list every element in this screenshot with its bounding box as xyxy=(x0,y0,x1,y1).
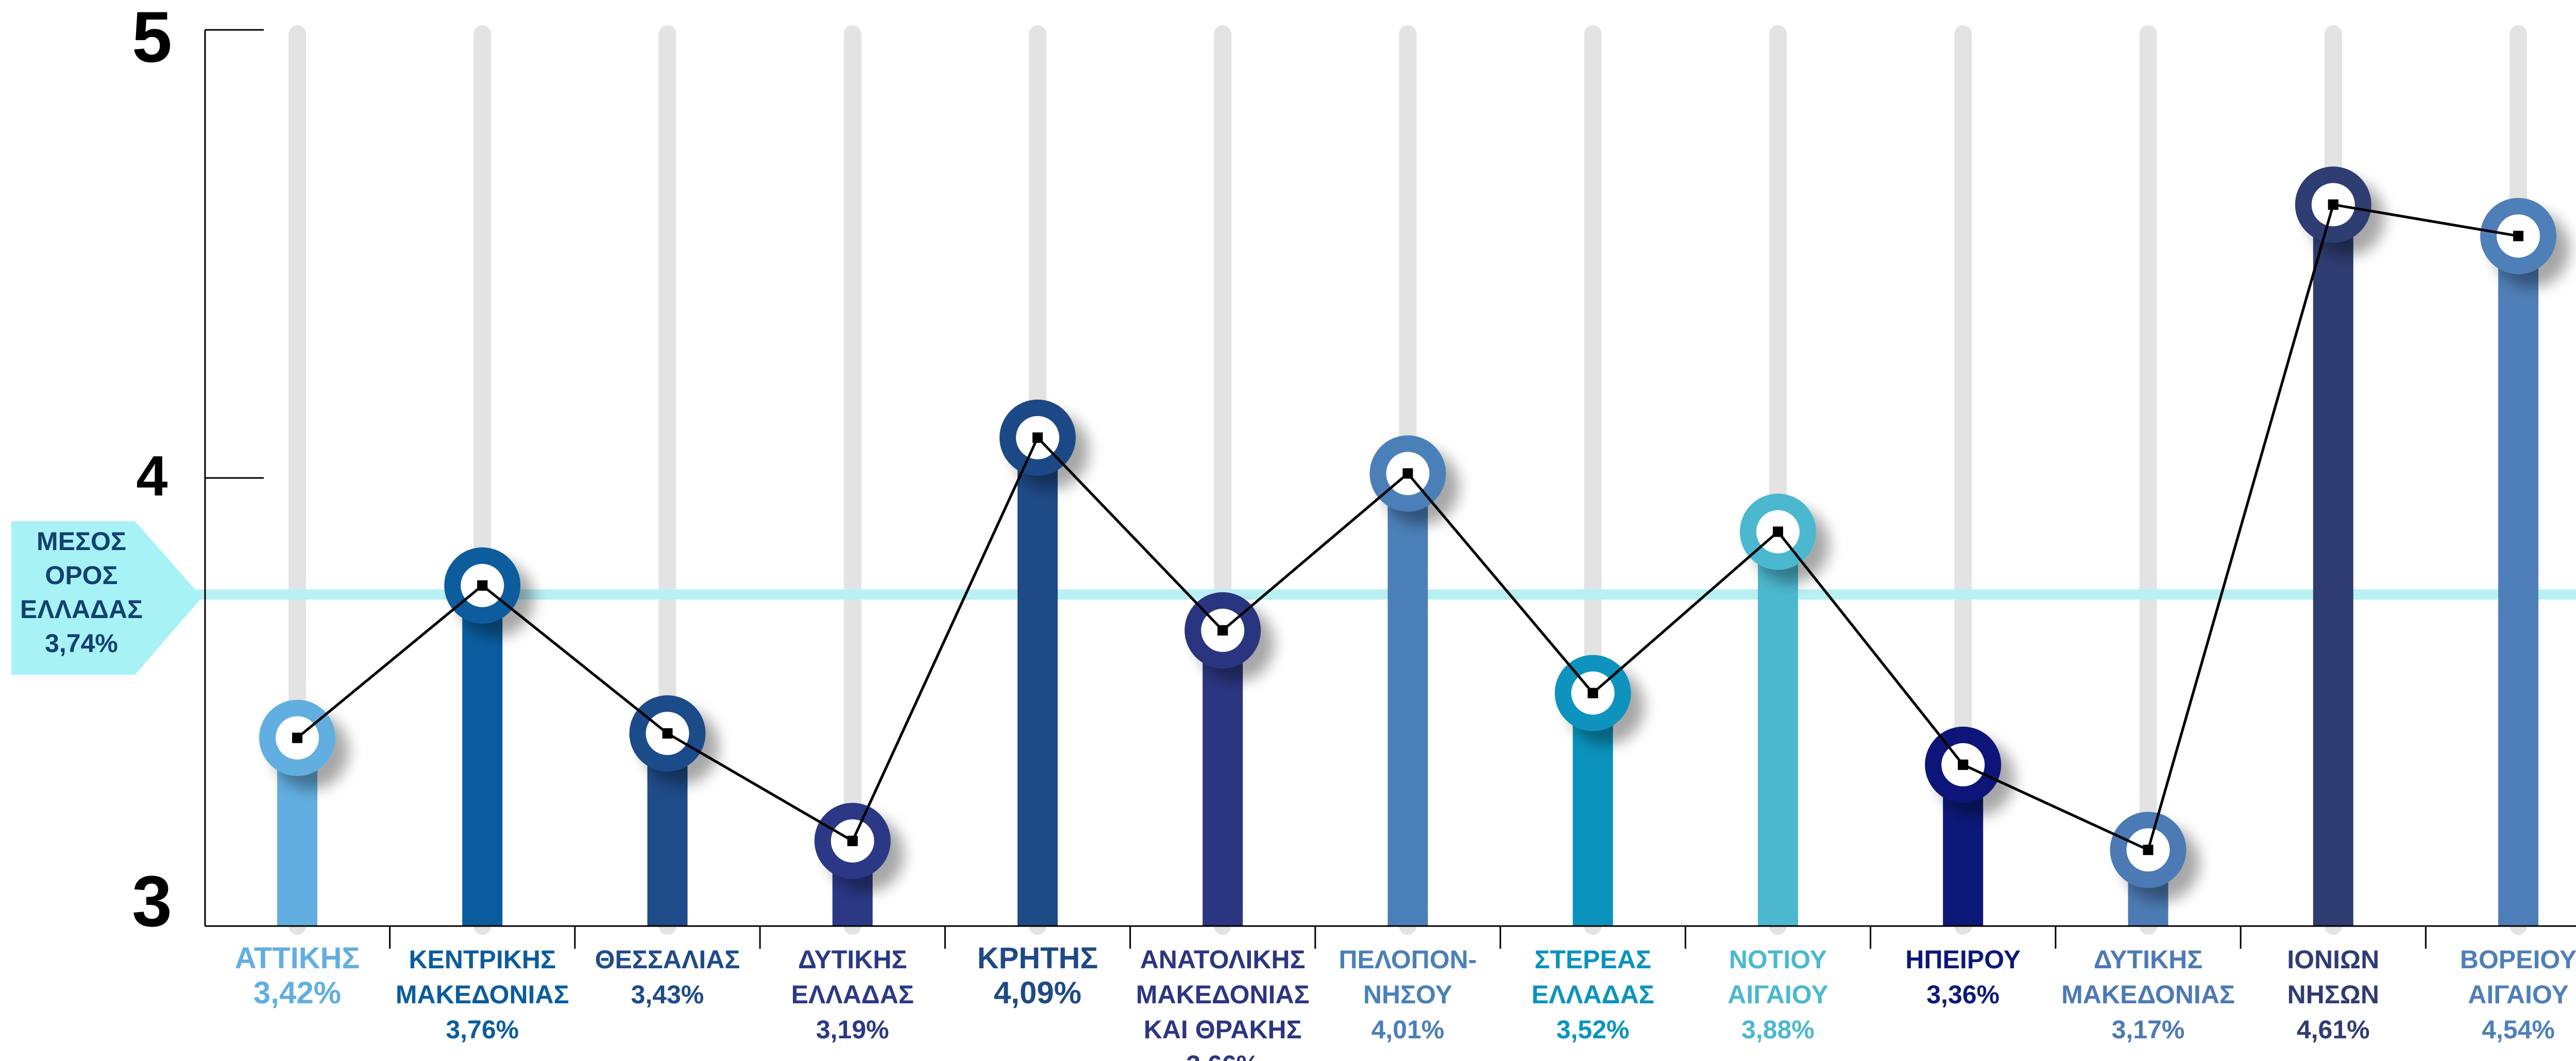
average-layer: ΜΕΣΟΣ ΟΡΟΣ ΕΛΛΑΔΑΣ 3,74% xyxy=(11,521,2576,675)
marker-layer xyxy=(259,166,2556,888)
data-point xyxy=(1587,688,1598,698)
category-name: ΑΝΑΤΟΛΙΚΗΣ xyxy=(1140,945,1306,974)
category-label-4: ΔΥΤΙΚΗΣ ΕΛΛΑΔΑΣ 3,19% xyxy=(791,945,914,1044)
average-label-line: ΜΕΣΟΣ xyxy=(37,527,126,556)
data-point xyxy=(1958,759,1969,770)
category-label-3: ΘΕΣΣΑΛΙΑΣ 3,43% xyxy=(595,945,740,1009)
average-label-line: 3,74% xyxy=(45,629,118,658)
bar-7 xyxy=(1387,473,1428,926)
category-value: 3,19% xyxy=(816,1015,889,1044)
category-name: ΑΙΓΑΙΟΥ xyxy=(2468,980,2568,1009)
category-value: 4,01% xyxy=(1371,1015,1445,1044)
category-name: ΕΛΛΑΔΑΣ xyxy=(1532,980,1654,1009)
category-value: 3,17% xyxy=(2112,1015,2185,1044)
category-label-2: ΚΕΝΤΡΙΚΗΣ ΜΑΚΕΔΟΝΙΑΣ 3,76% xyxy=(396,945,569,1044)
category-label-11: ΔΥΤΙΚΗΣ ΜΑΚΕΔΟΝΙΑΣ 3,17% xyxy=(2061,945,2235,1044)
category-name: ΑΤΤΙΚΗΣ xyxy=(235,942,360,975)
category-name: ΠΕΛΟΠΟΝ- xyxy=(1338,945,1477,974)
category-name: ΑΙΓΑΙΟΥ xyxy=(1727,980,1828,1009)
category-name: ΣΤΕΡΕΑΣ xyxy=(1534,945,1651,974)
category-label-12: ΙΟΝΙΩΝ ΝΗΣΩΝ 4,61% xyxy=(2287,945,2379,1044)
bar-9 xyxy=(1758,532,1798,926)
category-name: ΚΑΙ ΘΡΑΚΗΣ xyxy=(1144,1015,1302,1044)
category-name: ΘΕΣΣΑΛΙΑΣ xyxy=(595,945,740,974)
category-name: ΝΗΣΟΥ xyxy=(1363,980,1452,1009)
data-point xyxy=(477,580,488,591)
category-label-7: ΠΕΛΟΠΟΝ- ΝΗΣΟΥ 4,01% xyxy=(1338,945,1477,1044)
category-value: 4,09% xyxy=(994,976,1081,1010)
bar-5 xyxy=(1018,437,1058,926)
category-name: ΝΟΤΙΟΥ xyxy=(1729,945,1827,974)
category-value: 3,66% xyxy=(1186,1050,1259,1061)
data-point xyxy=(292,732,302,743)
category-value: 3,88% xyxy=(1741,1015,1815,1044)
bar-2 xyxy=(462,585,503,926)
category-name: ΜΑΚΕΔΟΝΙΑΣ xyxy=(2061,980,2235,1009)
category-value: 3,42% xyxy=(253,976,341,1010)
category-name: ΜΑΚΕΔΟΝΙΑΣ xyxy=(1136,980,1310,1009)
average-label: ΜΕΣΟΣ ΟΡΟΣ ΕΛΛΑΔΑΣ 3,74% xyxy=(20,527,143,658)
category-name: ΜΑΚΕΔΟΝΙΑΣ xyxy=(396,980,569,1009)
category-label-13: ΒΟΡΕΙΟΥ ΑΙΓΑΙΟΥ 4,54% xyxy=(2460,945,2576,1044)
category-name: ΔΥΤΙΚΗΣ xyxy=(2094,945,2202,974)
category-name: ΗΠΕΙΡΟΥ xyxy=(1905,945,2021,974)
category-label-8: ΣΤΕΡΕΑΣ ΕΛΛΑΔΑΣ 3,52% xyxy=(1532,945,1654,1044)
category-label-6: ΑΝΑΤΟΛΙΚΗΣ ΜΑΚΕΔΟΝΙΑΣ ΚΑΙ ΘΡΑΚΗΣ 3,66% xyxy=(1136,945,1310,1061)
bar-8 xyxy=(1572,693,1613,926)
y-tick-label-3: 3 xyxy=(132,861,172,942)
category-name: ΔΥΤΙΚΗΣ xyxy=(798,945,907,974)
bar-6 xyxy=(1202,630,1243,926)
category-name: ΚΡΗΤΗΣ xyxy=(977,942,1098,975)
category-name: ΚΕΝΤΡΙΚΗΣ xyxy=(409,945,556,974)
category-value: 3,52% xyxy=(1556,1015,1630,1044)
data-point xyxy=(2513,231,2523,242)
data-point xyxy=(2143,845,2154,855)
average-tag xyxy=(11,521,202,675)
category-name: ΕΛΛΑΔΑΣ xyxy=(791,980,914,1009)
category-value: 3,76% xyxy=(446,1015,519,1044)
category-value: 4,54% xyxy=(2482,1015,2555,1044)
average-label-line: ΟΡΟΣ xyxy=(45,561,117,590)
category-label-1: ΑΤΤΙΚΗΣ 3,42% xyxy=(235,942,360,1010)
category-label-10: ΗΠΕΙΡΟΥ 3,36% xyxy=(1905,945,2021,1009)
data-point xyxy=(662,728,673,739)
label-layer: ΑΤΤΙΚΗΣ 3,42% ΚΕΝΤΡΙΚΗΣ ΜΑΚΕΔΟΝΙΑΣ 3,76% ΘΕΣΣ… xyxy=(235,942,2576,1061)
axis-layer: 3 4 5 xyxy=(132,0,2576,949)
data-point xyxy=(1217,625,1228,636)
data-point xyxy=(1402,468,1413,479)
bar-12 xyxy=(2313,204,2353,926)
category-label-9: ΝΟΤΙΟΥ ΑΙΓΑΙΟΥ 3,88% xyxy=(1727,945,1828,1044)
category-name: ΝΗΣΩΝ xyxy=(2287,980,2379,1009)
category-value: 3,43% xyxy=(631,980,704,1009)
category-value: 3,36% xyxy=(1926,980,1999,1009)
data-point xyxy=(1032,432,1043,443)
data-point xyxy=(1773,526,1783,537)
data-point xyxy=(847,835,858,846)
y-tick-label-5: 5 xyxy=(132,0,172,77)
category-name: ΙΟΝΙΩΝ xyxy=(2287,945,2379,974)
category-name: ΒΟΡΕΙΟΥ xyxy=(2460,945,2576,974)
data-point xyxy=(2328,199,2338,210)
category-value: 4,61% xyxy=(2297,1015,2370,1044)
y-tick-label-4: 4 xyxy=(136,444,167,508)
category-label-5: ΚΡΗΤΗΣ 4,09% xyxy=(977,942,1098,1010)
average-label-line: ΕΛΛΑΔΑΣ xyxy=(20,595,143,624)
bar-13 xyxy=(2498,236,2538,927)
